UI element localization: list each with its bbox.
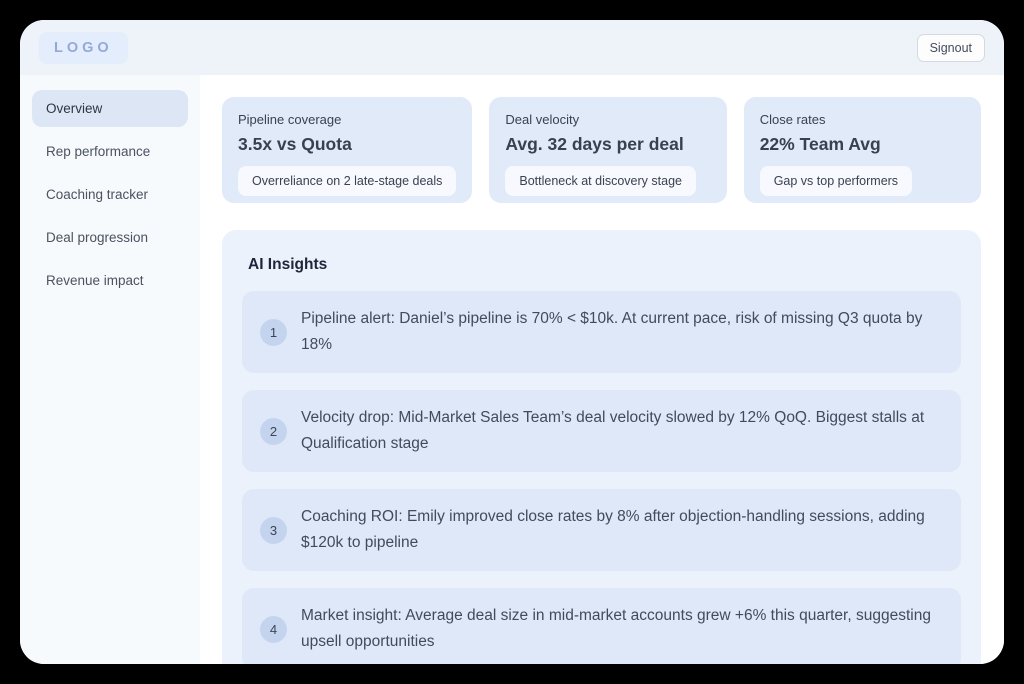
insight-number-badge: 4 bbox=[260, 615, 287, 643]
ai-insights-title: AI Insights bbox=[248, 256, 328, 273]
sidebar: Overview Rep performance Coaching tracke… bbox=[20, 75, 200, 664]
main-content: Pipeline coverage 3.5x vs Quota Overreli… bbox=[200, 75, 1004, 664]
sidebar-item-deal-progression[interactable]: Deal progression bbox=[46, 230, 149, 245]
stat-value: Avg. 32 days per deal bbox=[505, 134, 684, 154]
insight-number-badge: 3 bbox=[260, 516, 287, 544]
stat-card-deal-velocity: Deal velocity Avg. 32 days per deal Bott… bbox=[489, 97, 727, 203]
sidebar-item-rep-performance[interactable]: Rep performance bbox=[46, 144, 151, 159]
insight-number-badge: 2 bbox=[260, 417, 287, 445]
stat-value: 3.5x vs Quota bbox=[238, 134, 352, 154]
sidebar-item-revenue-impact[interactable]: Revenue impact bbox=[46, 273, 144, 288]
stat-note: Overreliance on 2 late-stage deals bbox=[238, 166, 457, 196]
insight-item-4: 4 Market insight: Average deal size in m… bbox=[242, 588, 961, 664]
insight-text: Market insight: Average deal size in mid… bbox=[301, 607, 931, 650]
insight-item-3: 3 Coaching ROI: Emily improved close rat… bbox=[242, 489, 961, 571]
signout-button[interactable]: Signout bbox=[916, 33, 985, 62]
insight-item-2: 2 Velocity drop: Mid-Market Sales Team’s… bbox=[242, 390, 961, 472]
insight-number-badge: 1 bbox=[260, 318, 287, 346]
sidebar-item-coaching-tracker[interactable]: Coaching tracker bbox=[46, 187, 149, 202]
insight-text: Coaching ROI: Emily improved close rates… bbox=[301, 508, 925, 551]
stat-note: Bottleneck at discovery stage bbox=[505, 166, 696, 196]
stat-label: Pipeline coverage bbox=[238, 112, 342, 127]
stat-cards-row: Pipeline coverage 3.5x vs Quota Overreli… bbox=[222, 97, 982, 203]
stat-value: 22% Team Avg bbox=[759, 134, 881, 154]
stat-card-pipeline-coverage: Pipeline coverage 3.5x vs Quota Overreli… bbox=[222, 97, 473, 203]
insight-text: Velocity drop: Mid-Market Sales Team’s d… bbox=[301, 409, 925, 452]
top-bar: LOGO Signout bbox=[20, 20, 1004, 75]
stat-card-close-rates: Close rates 22% Team Avg Gap vs top perf… bbox=[743, 97, 982, 203]
ai-insights-panel: AI Insights 1 Pipeline alert: Daniel’s p… bbox=[222, 230, 981, 664]
insight-text: Pipeline alert: Daniel’s pipeline is 70%… bbox=[301, 310, 923, 353]
stat-label: Close rates bbox=[759, 112, 826, 127]
insight-item-1: 1 Pipeline alert: Daniel’s pipeline is 7… bbox=[242, 291, 961, 373]
app-window: LOGO Signout Overview Rep performance Co… bbox=[20, 20, 1004, 664]
sidebar-item-overview[interactable]: Overview bbox=[32, 90, 188, 127]
stat-label: Deal velocity bbox=[505, 112, 580, 127]
stat-note: Gap vs top performers bbox=[759, 166, 913, 196]
app-body: Overview Rep performance Coaching tracke… bbox=[20, 75, 1004, 664]
logo: LOGO bbox=[39, 31, 128, 64]
